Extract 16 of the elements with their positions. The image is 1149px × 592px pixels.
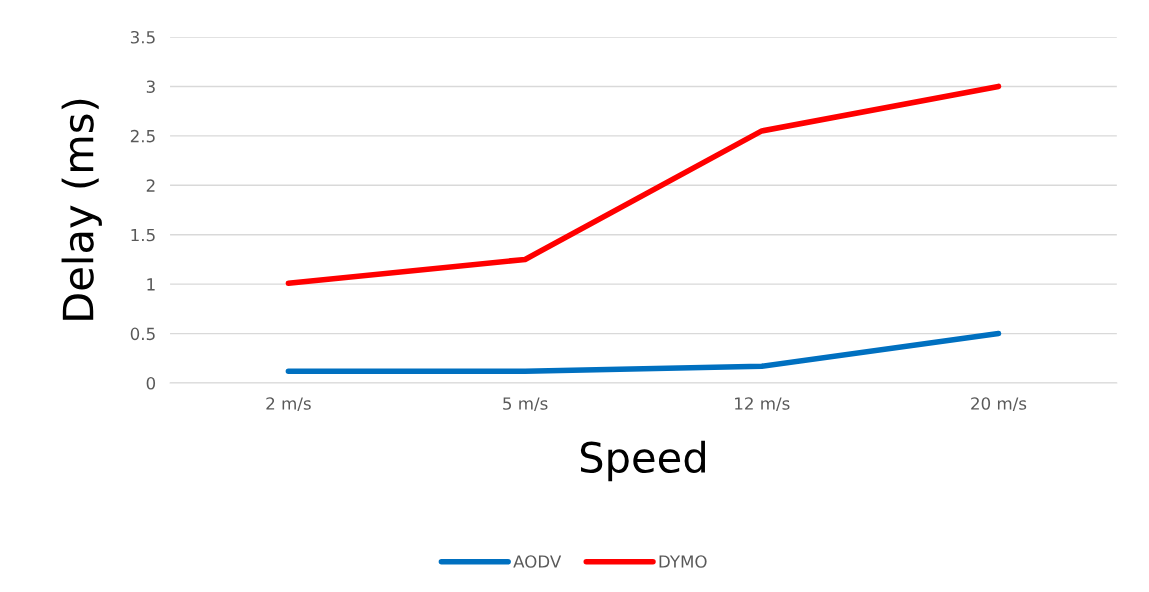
y-tick-label: 3	[146, 80, 155, 93]
y-axis-title: Delay (ms)	[61, 99, 102, 320]
x-tick-label: 12 m/s	[735, 397, 790, 412]
y-tick-label: 2	[146, 179, 155, 192]
x-tick-label: 2 m/s	[266, 397, 311, 412]
y-tick-label: 2.5	[130, 129, 155, 143]
y-tick-label: 0.5	[130, 327, 155, 341]
y-tick-label: 1.5	[131, 228, 155, 242]
x-axis-title: Speed	[580, 440, 705, 482]
y-tick-label: 1	[147, 278, 155, 291]
legend-label: DYMO	[659, 555, 707, 568]
y-tick-label: 3.5	[130, 30, 155, 44]
y-tick-label: 0	[146, 376, 156, 390]
legend-label: AODV	[513, 555, 562, 568]
x-tick-label: 5 m/s	[503, 397, 548, 412]
x-tick-label: 20 m/s	[971, 397, 1027, 412]
